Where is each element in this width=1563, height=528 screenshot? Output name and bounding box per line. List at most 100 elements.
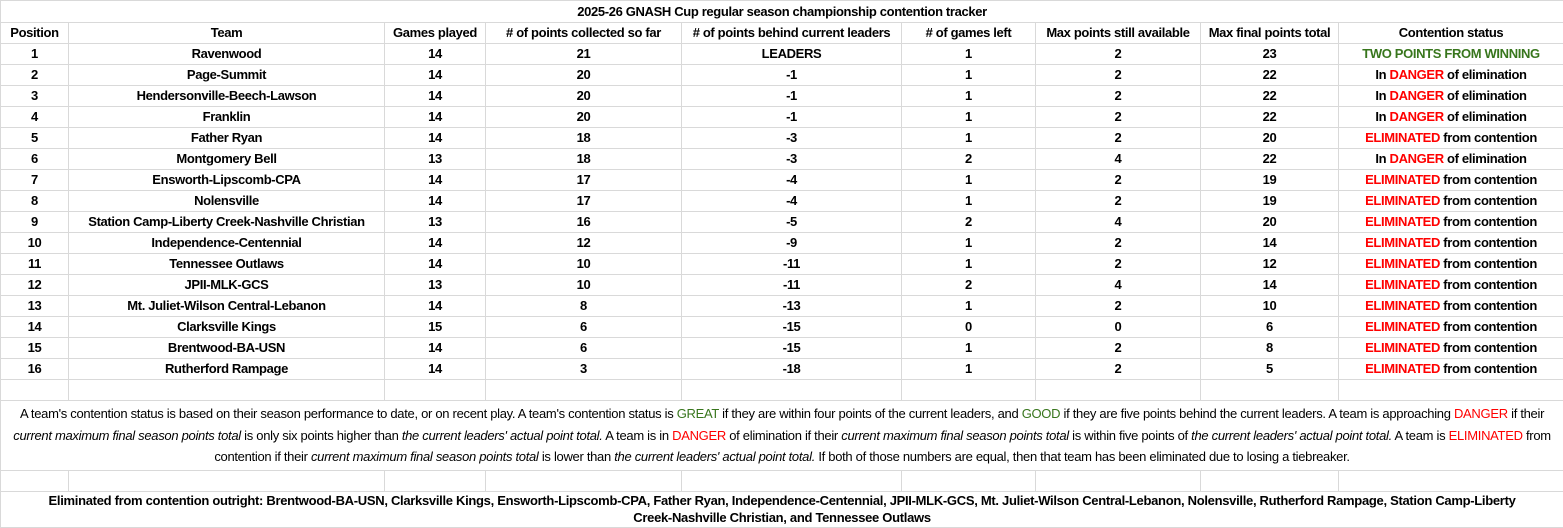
empty-cell[interactable] [682, 380, 902, 401]
empty-cell[interactable] [1201, 470, 1339, 491]
cell-contention-status[interactable]: ELIMINATED from contention [1339, 233, 1563, 254]
cell-points-behind[interactable]: -3 [682, 149, 902, 170]
empty-cell[interactable] [1, 470, 69, 491]
cell-games-played[interactable]: 15 [385, 317, 486, 338]
cell-games-played[interactable]: 13 [385, 149, 486, 170]
cell-points-collected[interactable]: 10 [486, 254, 682, 275]
cell-position[interactable]: 5 [1, 128, 69, 149]
cell-position[interactable]: 7 [1, 170, 69, 191]
cell-games-played[interactable]: 13 [385, 212, 486, 233]
cell-position[interactable]: 8 [1, 191, 69, 212]
cell-points-collected[interactable]: 12 [486, 233, 682, 254]
cell-games-played[interactable]: 13 [385, 275, 486, 296]
cell-points-behind[interactable]: -13 [682, 296, 902, 317]
cell-max-points-available[interactable]: 2 [1036, 107, 1201, 128]
cell-max-points-available[interactable]: 2 [1036, 359, 1201, 380]
cell-max-points-available[interactable]: 2 [1036, 233, 1201, 254]
empty-cell[interactable] [486, 470, 682, 491]
cell-team[interactable]: Ravenwood [69, 44, 385, 65]
cell-max-final-points[interactable]: 19 [1201, 191, 1339, 212]
cell-team[interactable]: Tennessee Outlaws [69, 254, 385, 275]
cell-points-collected[interactable]: 10 [486, 275, 682, 296]
header-position[interactable]: Position [1, 23, 69, 44]
cell-contention-status[interactable]: ELIMINATED from contention [1339, 254, 1563, 275]
cell-games-left[interactable]: 2 [902, 275, 1036, 296]
cell-games-left[interactable]: 1 [902, 233, 1036, 254]
cell-points-collected[interactable]: 18 [486, 128, 682, 149]
cell-points-collected[interactable]: 20 [486, 107, 682, 128]
cell-points-collected[interactable]: 20 [486, 65, 682, 86]
cell-games-left[interactable]: 1 [902, 86, 1036, 107]
cell-games-left[interactable]: 1 [902, 296, 1036, 317]
empty-cell[interactable] [1201, 380, 1339, 401]
empty-cell[interactable] [385, 380, 486, 401]
cell-games-played[interactable]: 14 [385, 107, 486, 128]
cell-contention-status[interactable]: ELIMINATED from contention [1339, 191, 1563, 212]
cell-games-left[interactable]: 1 [902, 254, 1036, 275]
cell-contention-status[interactable]: In DANGER of elimination [1339, 107, 1563, 128]
cell-max-final-points[interactable]: 10 [1201, 296, 1339, 317]
cell-position[interactable]: 6 [1, 149, 69, 170]
empty-cell[interactable] [69, 470, 385, 491]
cell-max-final-points[interactable]: 23 [1201, 44, 1339, 65]
cell-team[interactable]: Clarksville Kings [69, 317, 385, 338]
cell-points-collected[interactable]: 8 [486, 296, 682, 317]
cell-points-behind[interactable]: -3 [682, 128, 902, 149]
cell-position[interactable]: 9 [1, 212, 69, 233]
header-games-left[interactable]: # of games left [902, 23, 1036, 44]
cell-max-final-points[interactable]: 14 [1201, 275, 1339, 296]
cell-contention-status[interactable]: ELIMINATED from contention [1339, 296, 1563, 317]
cell-games-left[interactable]: 1 [902, 44, 1036, 65]
cell-points-behind[interactable]: -5 [682, 212, 902, 233]
cell-max-final-points[interactable]: 22 [1201, 86, 1339, 107]
empty-cell[interactable] [682, 470, 902, 491]
cell-points-behind[interactable]: -1 [682, 86, 902, 107]
cell-team[interactable]: Rutherford Rampage [69, 359, 385, 380]
header-max-points-available[interactable]: Max points still available [1036, 23, 1201, 44]
cell-games-played[interactable]: 14 [385, 128, 486, 149]
cell-games-left[interactable]: 1 [902, 191, 1036, 212]
cell-points-behind[interactable]: LEADERS [682, 44, 902, 65]
cell-games-left[interactable]: 0 [902, 317, 1036, 338]
cell-contention-status[interactable]: ELIMINATED from contention [1339, 212, 1563, 233]
cell-points-behind[interactable]: -11 [682, 275, 902, 296]
cell-max-final-points[interactable]: 22 [1201, 149, 1339, 170]
cell-max-points-available[interactable]: 2 [1036, 338, 1201, 359]
empty-cell[interactable] [902, 470, 1036, 491]
cell-games-played[interactable]: 14 [385, 296, 486, 317]
cell-max-points-available[interactable]: 2 [1036, 170, 1201, 191]
cell-max-points-available[interactable]: 2 [1036, 86, 1201, 107]
header-max-final-points[interactable]: Max final points total [1201, 23, 1339, 44]
empty-cell[interactable] [1339, 380, 1563, 401]
cell-games-played[interactable]: 14 [385, 44, 486, 65]
cell-games-played[interactable]: 14 [385, 170, 486, 191]
cell-points-collected[interactable]: 17 [486, 191, 682, 212]
empty-cell[interactable] [1036, 380, 1201, 401]
cell-team[interactable]: Page-Summit [69, 65, 385, 86]
cell-max-final-points[interactable]: 5 [1201, 359, 1339, 380]
cell-contention-status[interactable]: In DANGER of elimination [1339, 149, 1563, 170]
cell-team[interactable]: JPII-MLK-GCS [69, 275, 385, 296]
cell-games-left[interactable]: 2 [902, 212, 1036, 233]
header-points-behind[interactable]: # of points behind current leaders [682, 23, 902, 44]
empty-cell[interactable] [385, 470, 486, 491]
cell-position[interactable]: 16 [1, 359, 69, 380]
cell-points-behind[interactable]: -15 [682, 317, 902, 338]
cell-games-left[interactable]: 1 [902, 65, 1036, 86]
cell-position[interactable]: 2 [1, 65, 69, 86]
cell-contention-status[interactable]: In DANGER of elimination [1339, 86, 1563, 107]
cell-max-final-points[interactable]: 22 [1201, 107, 1339, 128]
sheet-title[interactable]: 2025-26 GNASH Cup regular season champio… [1, 1, 1563, 23]
cell-points-behind[interactable]: -11 [682, 254, 902, 275]
cell-position[interactable]: 3 [1, 86, 69, 107]
cell-points-collected[interactable]: 21 [486, 44, 682, 65]
header-contention-status[interactable]: Contention status [1339, 23, 1563, 44]
cell-points-behind[interactable]: -4 [682, 191, 902, 212]
cell-team[interactable]: Father Ryan [69, 128, 385, 149]
cell-position[interactable]: 14 [1, 317, 69, 338]
cell-games-left[interactable]: 2 [902, 149, 1036, 170]
cell-position[interactable]: 15 [1, 338, 69, 359]
cell-position[interactable]: 11 [1, 254, 69, 275]
cell-position[interactable]: 4 [1, 107, 69, 128]
cell-points-behind[interactable]: -1 [682, 65, 902, 86]
